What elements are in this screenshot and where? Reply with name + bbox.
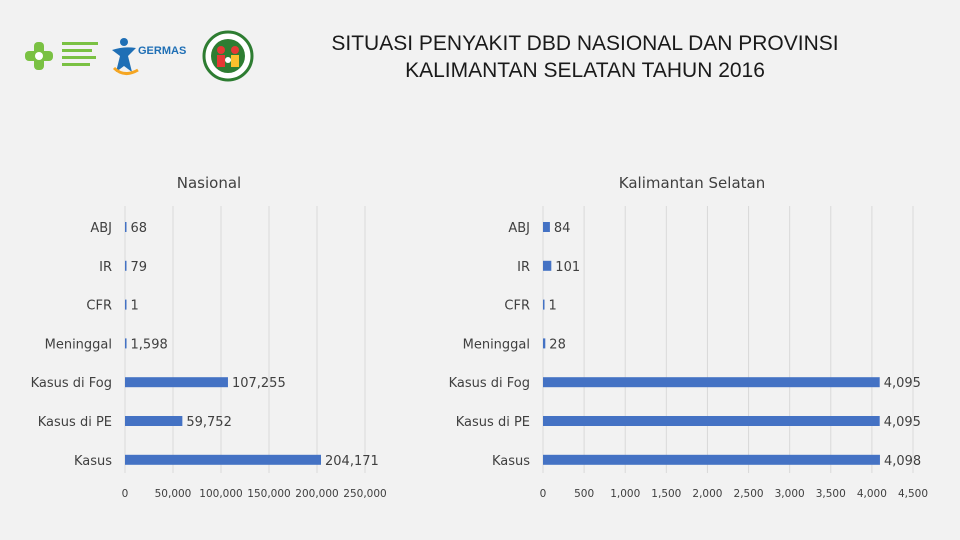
bar: [543, 416, 880, 426]
x-tick-label: 2,500: [734, 488, 764, 500]
category-label: ABJ: [90, 221, 112, 236]
data-label: 4,095: [884, 415, 921, 430]
data-label: 79: [131, 260, 148, 275]
x-tick-label: 200,000: [295, 488, 338, 500]
bar: [543, 377, 880, 388]
svg-text:GERMAS: GERMAS: [138, 45, 186, 57]
category-label: Kasus: [492, 454, 530, 469]
data-label: 1: [131, 299, 139, 314]
data-label: 107,255: [232, 376, 286, 391]
bar: [125, 299, 127, 310]
x-tick-label: 1,500: [651, 488, 681, 500]
x-tick-label: 4,000: [857, 488, 887, 500]
bar: [125, 454, 322, 465]
page-title: SITUASI PENYAKIT DBD NASIONAL DAN PROVIN…: [270, 30, 900, 84]
data-label: 1: [549, 299, 557, 314]
bar: [125, 222, 127, 232]
bar: [543, 222, 550, 232]
logo-group: GERMAS: [24, 28, 256, 84]
chart-title: Kalimantan Selatan: [619, 174, 765, 192]
chart-title: Nasional: [177, 174, 241, 192]
title-line-2: KALIMANTAN SELATAN TAHUN 2016: [405, 59, 765, 82]
category-label: IR: [517, 260, 530, 275]
x-tick-label: 3,500: [816, 488, 846, 500]
x-tick-label: 2,000: [692, 488, 722, 500]
bar: [125, 338, 127, 349]
category-label: CFR: [504, 299, 530, 314]
x-tick-label: 1,000: [610, 488, 640, 500]
data-label: 101: [555, 260, 580, 275]
category-label: Kasus: [74, 454, 112, 469]
x-tick-label: 0: [540, 488, 547, 500]
title-line-1: SITUASI PENYAKIT DBD NASIONAL DAN PROVIN…: [331, 32, 839, 55]
data-label: 28: [549, 337, 566, 352]
category-label: Meninggal: [45, 337, 112, 352]
category-label: Kasus di Fog: [449, 376, 530, 391]
x-tick-label: 250,000: [343, 488, 386, 500]
data-label: 59,752: [186, 415, 232, 430]
category-label: Kasus di PE: [38, 415, 112, 430]
x-tick-label: 3,000: [775, 488, 805, 500]
x-tick-label: 0: [122, 488, 129, 500]
germas-logo-icon: GERMAS: [112, 38, 186, 75]
x-tick-label: 4,500: [898, 488, 928, 500]
x-tick-label: 150,000: [247, 488, 290, 500]
bar: [125, 260, 127, 271]
x-tick-label: 500: [574, 488, 594, 500]
category-label: ABJ: [508, 221, 530, 236]
bar: [543, 454, 880, 465]
category-label: Kasus di Fog: [31, 376, 112, 391]
category-label: Kasus di PE: [456, 415, 530, 430]
bar: [125, 377, 228, 388]
bar: [543, 299, 545, 310]
data-label: 68: [131, 221, 148, 236]
x-tick-label: 100,000: [199, 488, 242, 500]
data-label: 4,098: [884, 454, 921, 469]
family-emblem-icon: [202, 30, 254, 82]
bar: [125, 416, 183, 426]
data-label: 1,598: [131, 337, 168, 352]
category-label: CFR: [86, 299, 112, 314]
x-tick-label: 50,000: [155, 488, 192, 500]
ministry-logo-icon: GERMAS: [25, 30, 254, 82]
data-label: 204,171: [325, 454, 379, 469]
category-label: IR: [99, 260, 112, 275]
data-label: 4,095: [884, 376, 921, 391]
bar: [543, 338, 546, 349]
category-label: Meninggal: [463, 337, 530, 352]
bar: [543, 260, 552, 271]
data-label: 84: [554, 221, 571, 236]
